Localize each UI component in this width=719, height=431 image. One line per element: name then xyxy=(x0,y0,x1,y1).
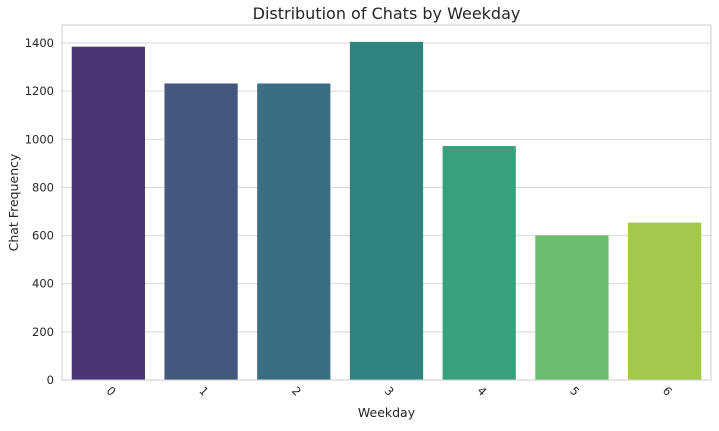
bars xyxy=(71,41,702,381)
x-tick-label: 1 xyxy=(196,384,211,399)
bar-weekday-0 xyxy=(71,46,145,381)
x-tick-label: 3 xyxy=(382,384,397,399)
x-tick-labels: 0 1 2 3 4 5 6 xyxy=(104,384,675,399)
bar-weekday-5 xyxy=(535,235,609,380)
bar-weekday-3 xyxy=(349,41,424,380)
y-tick-label: 400 xyxy=(32,277,54,291)
y-tick-label: 1000 xyxy=(25,132,54,146)
y-tick-label: 0 xyxy=(47,373,54,387)
x-tick-label: 6 xyxy=(660,384,675,399)
y-axis-label: Chat Frequency xyxy=(6,153,21,251)
chart-title: Distribution of Chats by Weekday xyxy=(253,4,521,23)
x-tick-label: 4 xyxy=(475,384,490,399)
y-tick-label: 200 xyxy=(32,325,54,339)
y-tick-labels: 0 200 400 600 800 1000 1200 1400 xyxy=(25,36,54,387)
y-tick-label: 600 xyxy=(32,229,54,243)
x-tick-label: 5 xyxy=(567,384,582,399)
bar-weekday-4 xyxy=(442,146,516,380)
bar-weekday-2 xyxy=(257,83,331,381)
x-axis-label: Weekday xyxy=(358,405,416,420)
bar-weekday-1 xyxy=(164,83,238,381)
y-tick-label: 800 xyxy=(32,180,54,194)
bar-weekday-6 xyxy=(628,222,702,380)
x-tick-label: 2 xyxy=(289,384,304,399)
y-tick-label: 1400 xyxy=(25,36,54,50)
x-tick-label: 0 xyxy=(104,384,119,399)
plot-frame xyxy=(61,24,712,381)
y-tick-label: 1200 xyxy=(25,84,54,98)
